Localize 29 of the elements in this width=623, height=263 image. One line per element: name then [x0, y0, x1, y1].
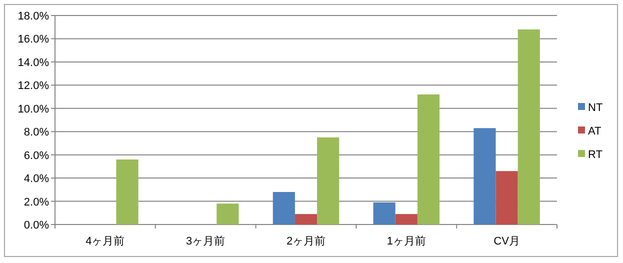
- y-tick-label: 0.0%: [24, 220, 50, 232]
- bar: [116, 159, 138, 224]
- legend-label: RT: [588, 149, 603, 161]
- x-tick-label: 3ヶ月前: [186, 236, 226, 248]
- bar: [417, 94, 440, 224]
- y-tick-label: 12.0%: [18, 80, 50, 92]
- legend-label: AT: [588, 126, 602, 138]
- x-tick-label: 4ヶ月前: [86, 236, 125, 248]
- bar: [272, 192, 295, 224]
- x-tick-label: 2ヶ月前: [286, 236, 326, 248]
- bar: [216, 204, 239, 224]
- bar: [496, 171, 518, 224]
- y-tick-label: 2.0%: [24, 196, 50, 208]
- bar: [518, 29, 540, 224]
- y-tick-label: 8.0%: [24, 126, 50, 139]
- y-tick-label: 6.0%: [24, 150, 50, 162]
- y-tick-label: 10.0%: [18, 103, 50, 116]
- bar: [294, 214, 318, 224]
- y-tick-label: 18.0%: [18, 10, 50, 22]
- bar: [474, 128, 496, 224]
- bar: [373, 202, 396, 224]
- bar: [317, 137, 340, 224]
- y-tick-label: 16.0%: [18, 34, 50, 46]
- x-tick-label: CV月: [494, 236, 520, 248]
- y-tick-label: 4.0%: [24, 173, 50, 186]
- x-tick-label: 1ヶ月前: [386, 236, 426, 248]
- bar: [395, 214, 418, 224]
- legend-label: NT: [588, 102, 603, 114]
- y-tick-label: 14.0%: [18, 56, 50, 69]
